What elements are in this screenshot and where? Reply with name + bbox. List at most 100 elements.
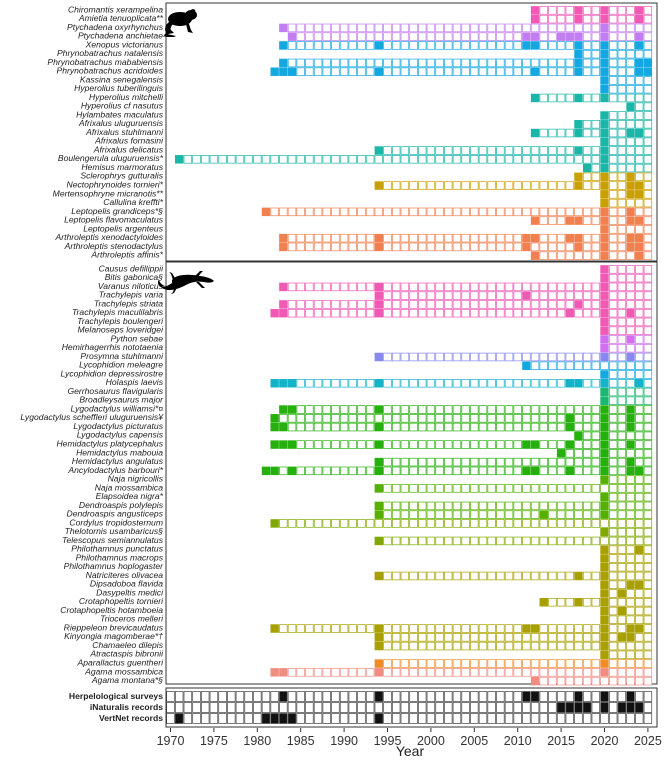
- source-cell-empty: [504, 702, 514, 713]
- record-cell-empty: [591, 67, 601, 76]
- record-cell-empty: [313, 624, 323, 633]
- record-cell-empty: [643, 352, 653, 362]
- record-cell-empty: [496, 501, 505, 511]
- record-cell-empty: [365, 41, 375, 50]
- record-cell-empty: [296, 308, 305, 318]
- record-cell-filled: [279, 282, 288, 292]
- record-cell-empty: [574, 668, 583, 677]
- record-cell-filled: [279, 405, 288, 414]
- record-cell-empty: [444, 300, 453, 309]
- record-cell-empty: [461, 484, 470, 493]
- species-label: Callulina kreffti*: [103, 197, 163, 207]
- source-cell-empty: [305, 713, 314, 724]
- species-label: Cordylus tropidosternum: [69, 517, 163, 527]
- record-cell-empty: [608, 282, 618, 292]
- record-cell-empty: [383, 23, 392, 33]
- record-cell-empty: [635, 554, 644, 563]
- record-cell-empty: [522, 571, 531, 581]
- record-cell-empty: [565, 624, 574, 633]
- record-cell-empty: [617, 352, 627, 362]
- record-cell-empty: [400, 633, 410, 642]
- record-cell-empty: [617, 93, 627, 103]
- record-cell-empty: [582, 67, 592, 76]
- record-cell-filled: [374, 282, 384, 292]
- record-cell-empty: [548, 93, 557, 103]
- record-cell-empty: [643, 181, 653, 190]
- record-cell-empty: [591, 449, 601, 458]
- record-cell-empty: [426, 291, 436, 300]
- species-label: Hemidactylus angulatus: [72, 456, 164, 466]
- record-cell-empty: [643, 449, 653, 458]
- record-cell-empty: [539, 41, 548, 50]
- record-cell-empty: [296, 282, 305, 292]
- record-cell-empty: [227, 155, 236, 164]
- record-cell-empty: [591, 207, 601, 217]
- record-cell-empty: [591, 146, 601, 155]
- record-cell-filled: [574, 6, 583, 15]
- source-cell-empty: [435, 691, 444, 702]
- record-cell-empty: [582, 624, 592, 633]
- species-label: Mertensophryne micranotis**: [53, 188, 164, 198]
- source-cell-empty: [400, 702, 410, 713]
- record-cell-empty: [322, 519, 331, 528]
- record-cell-filled: [279, 300, 288, 309]
- record-cell-filled: [600, 668, 609, 677]
- record-cell-empty: [643, 650, 653, 660]
- record-cell-empty: [635, 308, 644, 318]
- record-cell-empty: [617, 172, 627, 182]
- record-cell-empty: [391, 633, 401, 642]
- record-cell-empty: [556, 67, 566, 76]
- record-cell-empty: [444, 422, 453, 432]
- record-cell-empty: [530, 659, 540, 668]
- source-cell-empty: [418, 702, 427, 713]
- record-cell-empty: [626, 23, 635, 33]
- record-cell-empty: [608, 58, 618, 68]
- record-cell-empty: [643, 387, 653, 397]
- record-cell-empty: [608, 14, 618, 24]
- record-cell-empty: [626, 589, 635, 598]
- record-cell-empty: [400, 352, 410, 362]
- record-cell-filled: [574, 598, 583, 607]
- record-cell-filled: [530, 32, 540, 41]
- record-cell-empty: [418, 155, 427, 164]
- record-cell-empty: [435, 58, 444, 68]
- record-cell-empty: [305, 668, 314, 677]
- record-cell-empty: [418, 23, 427, 33]
- record-cell-empty: [582, 519, 592, 528]
- record-cell-filled: [574, 181, 583, 190]
- record-cell-empty: [626, 641, 635, 651]
- record-cell-empty: [444, 352, 453, 362]
- record-cell-empty: [235, 155, 245, 164]
- record-cell-empty: [522, 510, 531, 519]
- record-cell-empty: [522, 536, 531, 546]
- source-cell-empty: [608, 691, 618, 702]
- record-cell-empty: [305, 519, 314, 528]
- record-cell-empty: [435, 67, 444, 76]
- record-cell-empty: [556, 676, 566, 686]
- record-cell-empty: [426, 32, 436, 41]
- record-cell-empty: [617, 580, 627, 589]
- record-cell-filled: [270, 624, 279, 633]
- record-cell-empty: [643, 545, 653, 554]
- record-cell-empty: [539, 633, 548, 642]
- record-cell-empty: [548, 216, 557, 225]
- record-cell-empty: [513, 58, 522, 68]
- source-cell-empty: [331, 691, 340, 702]
- record-cell-empty: [591, 242, 601, 252]
- record-cell-empty: [626, 615, 635, 625]
- record-cell-empty: [539, 571, 548, 581]
- record-cell-empty: [643, 216, 653, 225]
- record-cell-filled: [600, 93, 609, 103]
- record-cell-empty: [418, 440, 427, 449]
- record-cell-empty: [608, 475, 618, 484]
- source-cell-empty: [539, 713, 548, 724]
- record-cell-empty: [582, 172, 592, 182]
- record-cell-empty: [608, 562, 618, 572]
- record-cell-empty: [513, 466, 522, 476]
- record-cell-empty: [400, 58, 410, 68]
- record-cell-empty: [478, 633, 488, 642]
- record-cell-empty: [643, 589, 653, 598]
- record-cell-empty: [565, 361, 574, 370]
- record-cell-filled: [626, 242, 635, 252]
- record-cell-filled: [374, 405, 384, 414]
